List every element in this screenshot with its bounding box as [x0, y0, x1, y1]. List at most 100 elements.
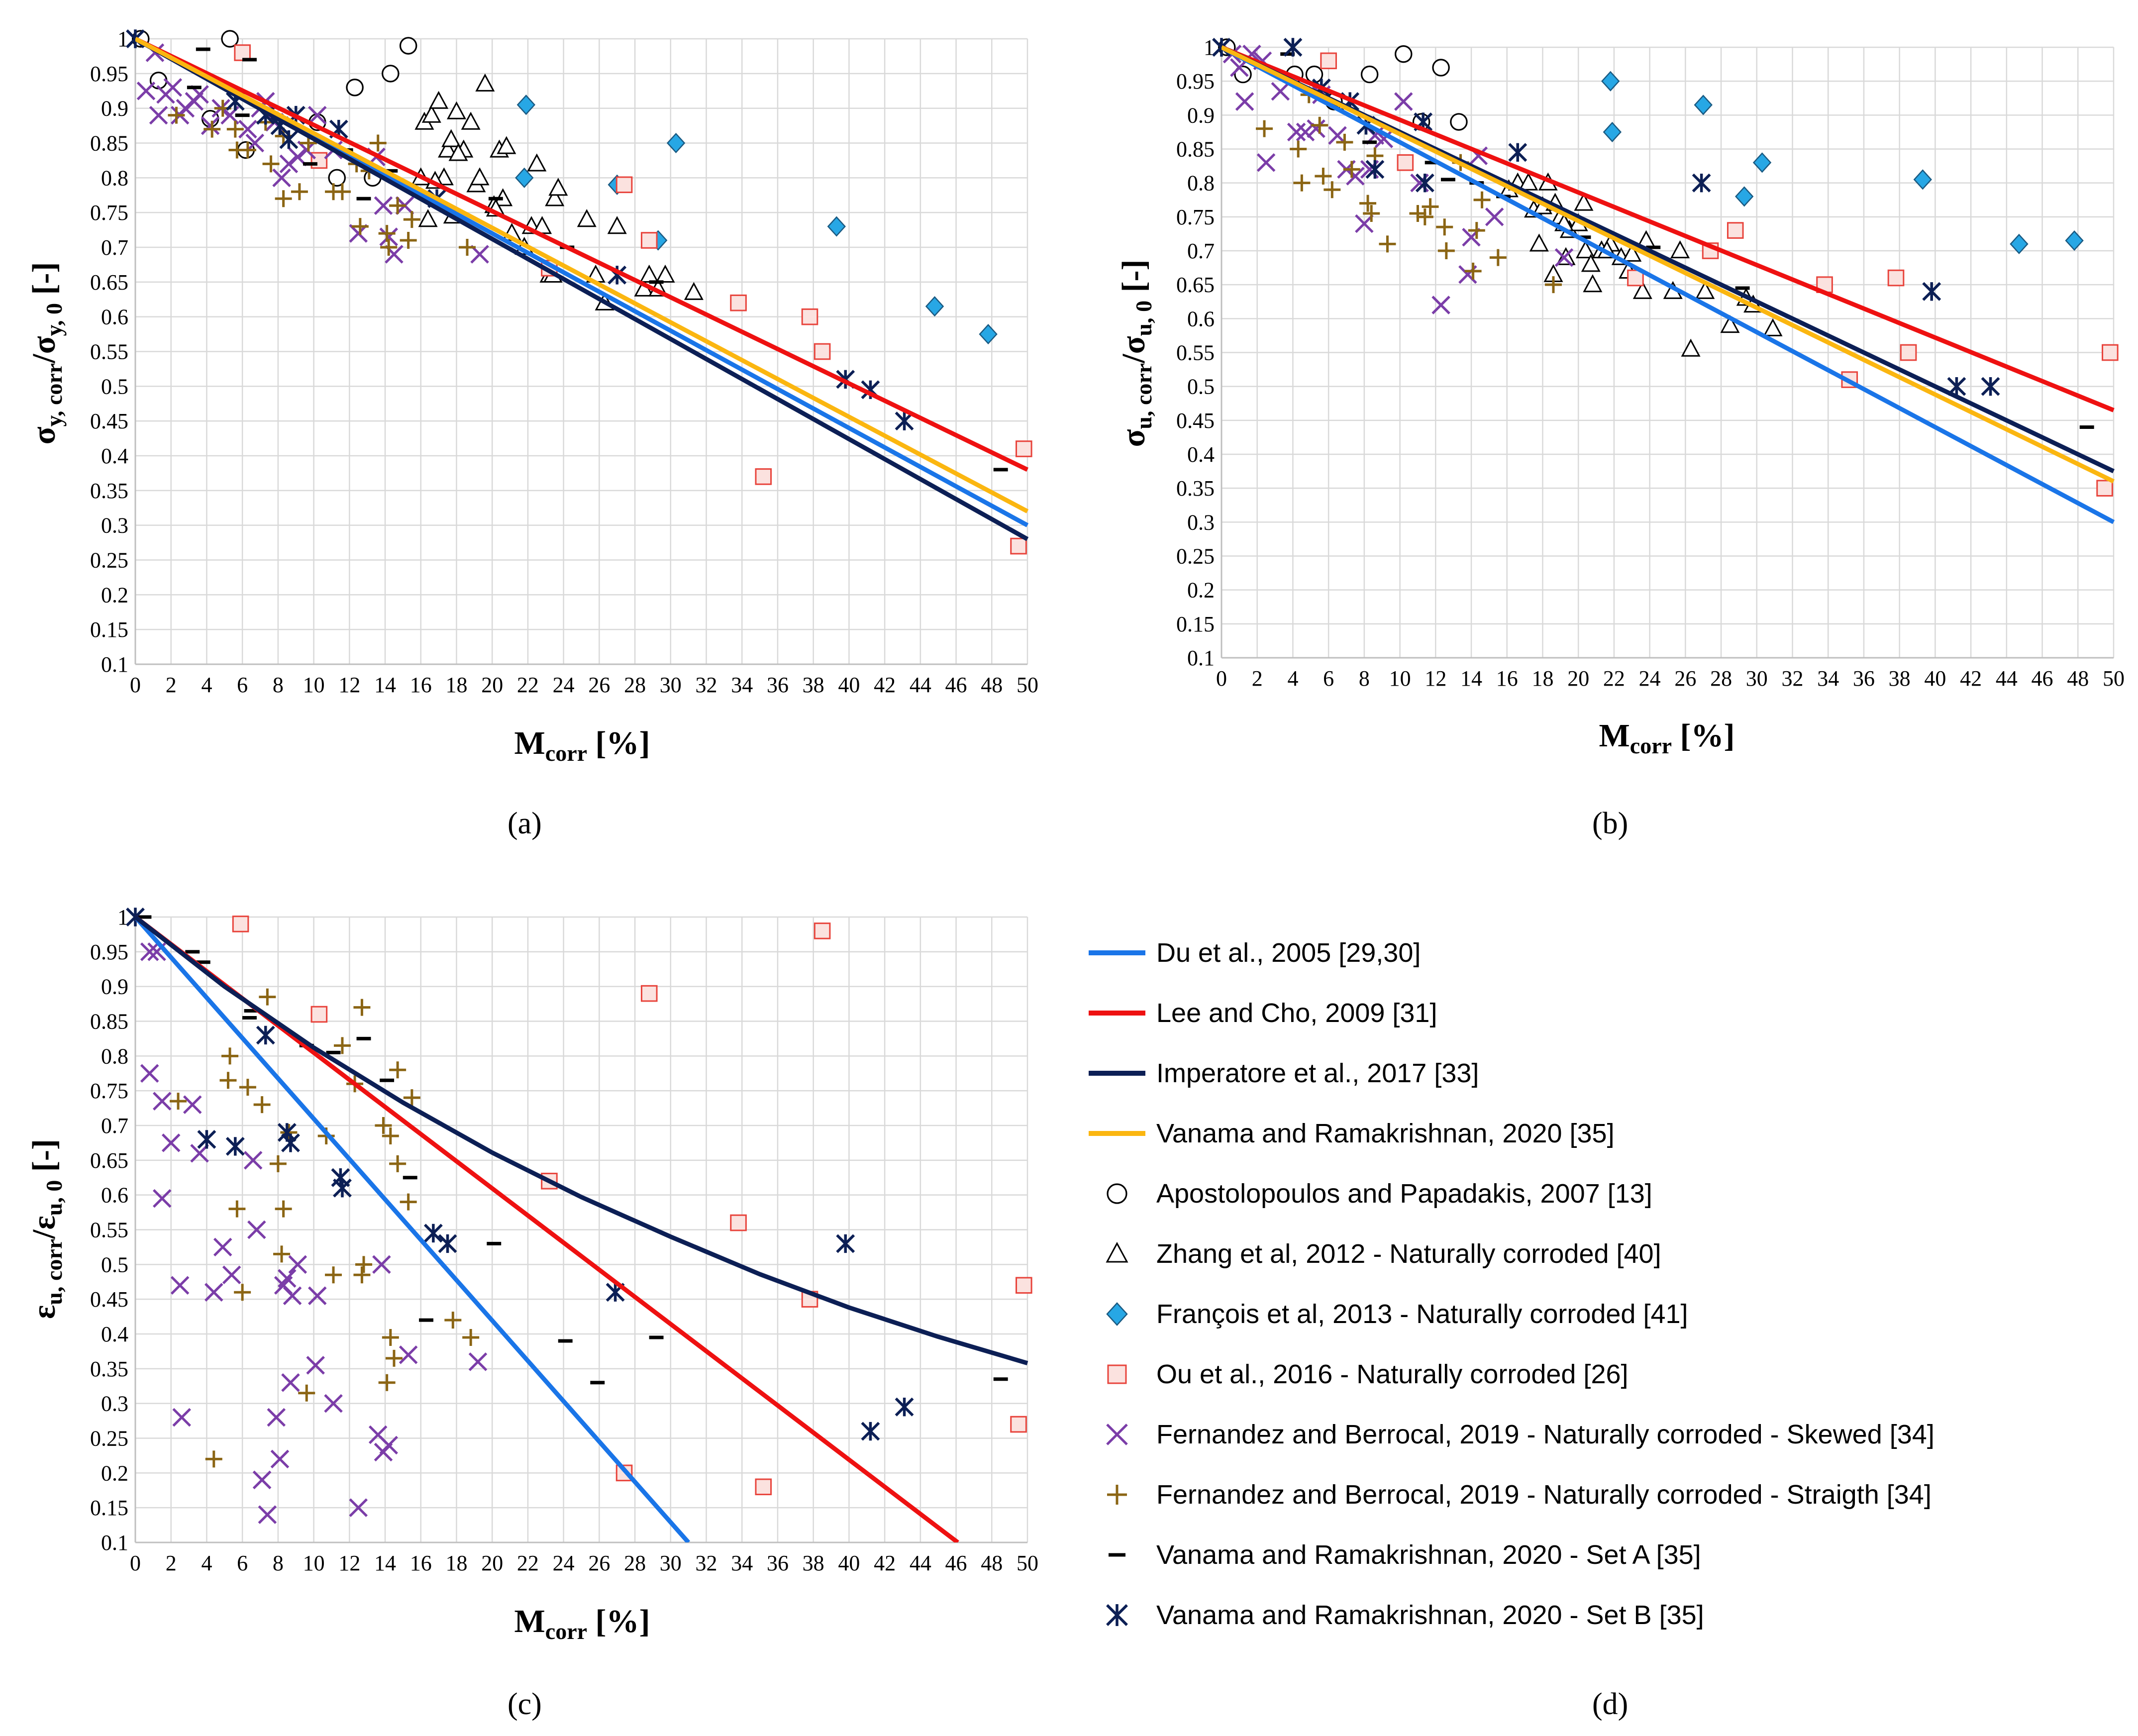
legend-label: Vanama and Ramakrishnan, 2020 - Set B [3… [1156, 1600, 1704, 1630]
y-tick-label: 0.85 [90, 1010, 128, 1034]
x-tick-label: 16 [1496, 666, 1518, 691]
x-tick-label: 28 [624, 1551, 646, 1575]
point-ou [1727, 222, 1744, 239]
x-tick-label: 22 [1603, 666, 1625, 691]
point-ou [1016, 440, 1032, 457]
point-fst [234, 1284, 251, 1301]
point-fst [1293, 174, 1311, 192]
point-fra [516, 95, 536, 115]
tick-labels: 0.1 0.15 0.2 0.25 0.3 0.35 0.4 0.45 0.5 0.55 0.6 0.… [90, 27, 1038, 697]
series-ou [234, 44, 1032, 555]
point-fsk [136, 81, 156, 101]
trend-line-du [1222, 45, 2115, 524]
point-ou [801, 308, 818, 325]
point-fsk [349, 1498, 368, 1517]
point-fsk [190, 1144, 209, 1163]
point-fst [1437, 242, 1455, 259]
x-tick-label: 0 [130, 673, 141, 697]
y-tick-label: 0.6 [1187, 306, 1215, 331]
point-fra [1601, 71, 1620, 92]
x-tick-label: 4 [201, 673, 212, 697]
point-zha [607, 216, 627, 234]
point-fst [1324, 181, 1341, 199]
panel-label-a: (a) [508, 807, 542, 840]
y-tick-label: 0.25 [90, 1427, 128, 1451]
point-zha [497, 136, 516, 154]
y-tick-label: 0.2 [101, 1461, 128, 1485]
x-tick-label: 44 [910, 673, 931, 697]
point-zha [470, 167, 490, 186]
x-tick-label: 18 [445, 673, 467, 697]
point-zha [1576, 240, 1596, 259]
y-tick-label: 0.65 [90, 270, 128, 295]
point-sb [256, 1025, 275, 1045]
point-fra [1752, 152, 1772, 173]
x-tick-label: 14 [374, 1551, 396, 1575]
point-fsk [222, 1265, 241, 1285]
point-zha [421, 104, 441, 123]
legend-symbol-lee [1089, 1011, 1145, 1016]
legend-symbol-apo [1107, 1183, 1127, 1204]
point-fst [380, 239, 398, 256]
y-tick-label: 0.9 [1187, 103, 1215, 127]
point-apo [346, 79, 364, 97]
point-apo [1234, 65, 1252, 84]
x-tick-label: 12 [338, 1551, 360, 1575]
point-fst [353, 999, 371, 1016]
point-fst [226, 120, 244, 138]
point-ou [1887, 269, 1905, 287]
point-sb [1365, 160, 1385, 179]
y-tick-label: 0.1 [101, 652, 128, 677]
legend-symbol-fra [1106, 1302, 1128, 1326]
point-zha [684, 282, 704, 300]
x-tick-label: 14 [374, 673, 396, 697]
point-apo [1395, 45, 1413, 63]
x-tick-label: 6 [237, 673, 248, 697]
point-apo [399, 37, 417, 55]
trend-line-lee [135, 36, 1028, 472]
point-ou [232, 916, 249, 932]
y-tick-label: 0.75 [1176, 205, 1215, 229]
point-fsk [379, 1435, 398, 1455]
x-tick-label: 12 [1425, 666, 1446, 691]
x-tick-label: 20 [481, 673, 503, 697]
x-tick-label: 34 [731, 1551, 753, 1575]
x-tick-label: 22 [517, 1551, 539, 1575]
point-fst [351, 218, 369, 235]
x-tick-label: 48 [981, 673, 1003, 697]
point-fst [259, 988, 276, 1006]
panel-label-d: (d) [1592, 1687, 1629, 1721]
point-fsk [1235, 92, 1254, 111]
point-fra [827, 216, 846, 237]
y-tick-label: 0.1 [101, 1531, 128, 1555]
x-tick-label: 2 [166, 1551, 177, 1575]
point-fra [925, 296, 944, 317]
x-tick-label: 8 [1359, 666, 1370, 691]
point-zha [1695, 281, 1715, 299]
y-tick-label: 0.15 [90, 1496, 128, 1520]
y-tick-label: 0.15 [1176, 612, 1215, 636]
x-tick-label: 46 [945, 673, 967, 697]
x-tick-label: 42 [874, 1551, 896, 1575]
legend-label: Fernandez and Berrocal, 2019 - Naturally… [1156, 1420, 1934, 1449]
point-sb [1922, 282, 1941, 301]
point-fst [221, 1047, 239, 1065]
point-ou [310, 1006, 328, 1023]
legend-item-fsk: Fernandez and Berrocal, 2019 - Naturally… [1085, 1407, 1934, 1462]
y-tick-label: 1 [117, 27, 128, 51]
x-tick-label: 42 [874, 673, 896, 697]
y-tick-label: 0.8 [101, 1044, 128, 1068]
x-tick-label: 36 [1853, 666, 1875, 691]
x-tick-label: 30 [660, 1551, 682, 1575]
point-ou [814, 922, 831, 939]
series-fsk [1222, 44, 1574, 314]
x-tick-label: 26 [588, 673, 610, 697]
point-fsk [201, 116, 220, 135]
x-axis-label: Mcorr [%] [514, 725, 650, 766]
chart-b: 0.1 0.15 0.2 0.25 0.3 0.35 0.4 0.45 0.5 0.55 0.6 0.… [1116, 35, 2125, 758]
point-fst [1379, 235, 1396, 253]
y-tick-label: 0.5 [101, 1252, 128, 1277]
x-tick-label: 40 [838, 673, 860, 697]
point-sb [836, 1234, 855, 1253]
point-zha [446, 101, 466, 119]
